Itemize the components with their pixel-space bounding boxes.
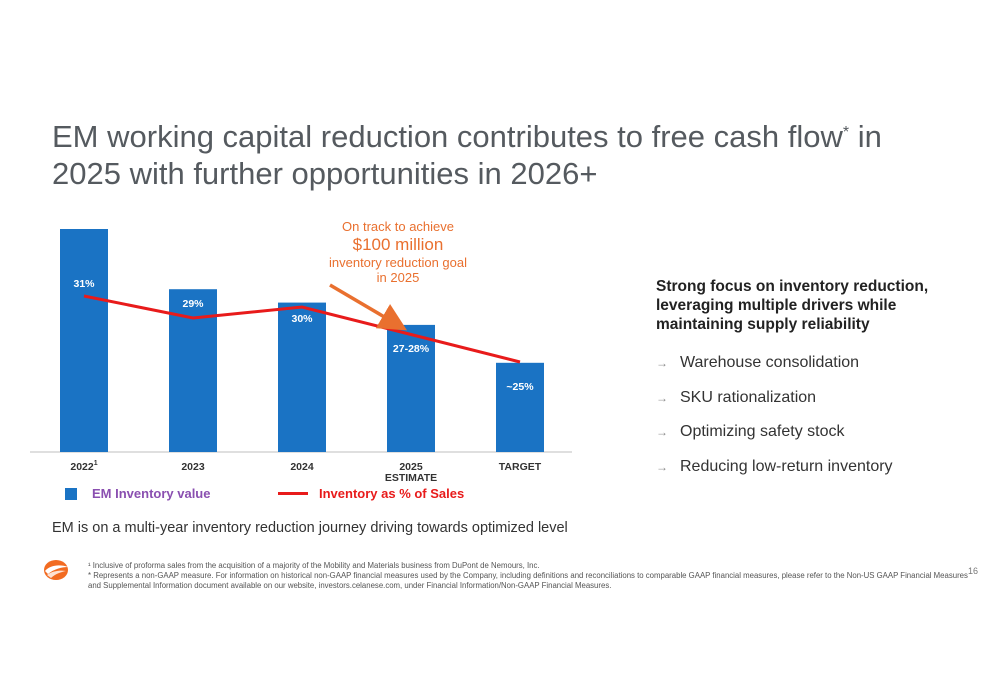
bar-inventory-value [60, 229, 108, 452]
callout-line-1: On track to achieve [342, 219, 454, 234]
driver-label: SKU rationalization [680, 388, 817, 406]
footnotes: ¹ Inclusive of proforma sales from the a… [88, 561, 968, 591]
inventory-pct-line [83, 294, 521, 364]
legend-bar-swatch [65, 487, 77, 500]
pct-data-label: 29% [182, 298, 204, 310]
bar-inventory-value [387, 324, 435, 452]
driver-label: Warehouse consolidation [680, 354, 860, 372]
bar-inventory-value [496, 362, 544, 452]
arrow-right-icon: → [656, 390, 668, 405]
driver-label: Optimizing safety stock [680, 423, 845, 441]
driver-item: → Warehouse consolidation [656, 346, 976, 381]
x-tick-label: TARGET [499, 461, 542, 473]
legend-line-swatch [278, 492, 308, 495]
x-tick-label: 2023 [181, 461, 205, 473]
company-logo-icon [44, 560, 68, 580]
driver-label: Reducing low-return inventory [680, 457, 893, 475]
x-tick-label: 2025 [399, 461, 423, 473]
drivers-panel: Strong focus on inventory reduction, lev… [656, 277, 976, 484]
pct-data-label: ~25% [506, 381, 534, 393]
callout-line-4: in 2025 [376, 270, 420, 285]
arrow-right-icon: → [656, 459, 668, 474]
arrow-right-icon: → [656, 356, 668, 371]
x-tick-label: 2024 [290, 461, 314, 473]
driver-item: → Reducing low-return inventory [656, 450, 976, 485]
legend-inventory-pct: Inventory as % of Sales [278, 486, 464, 501]
legend-line-label: Inventory as % of Sales [319, 486, 465, 501]
footnote-1: ¹ Inclusive of proforma sales from the a… [88, 561, 540, 570]
pct-data-label: 30% [291, 313, 313, 325]
drivers-heading: Strong focus on inventory reduction, lev… [656, 278, 929, 333]
bar-inventory-value [278, 302, 326, 452]
page-number: 16 [968, 566, 979, 576]
pct-data-label: 27-28% [393, 343, 430, 355]
callout-line-3: inventory reduction goal [328, 255, 468, 270]
driver-item: → Optimizing safety stock [656, 415, 976, 450]
callout-amount: $100 million [352, 235, 444, 254]
footnote-2: * Represents a non-GAAP measure. For inf… [88, 571, 968, 590]
x-tick-label-line2: ESTIMATE [385, 472, 437, 484]
x-tick-label: 20221 [70, 460, 97, 473]
page-title: EM working capital reduction contributes… [52, 119, 882, 191]
legend-inventory-value: EM Inventory value [65, 486, 210, 501]
legend-bar-label: EM Inventory value [92, 486, 211, 501]
pct-data-label: 31% [73, 278, 95, 290]
callout-arrow [329, 283, 408, 331]
driver-item: → SKU rationalization [656, 381, 976, 416]
arrow-right-icon: → [656, 425, 668, 440]
summary-text: EM is on a multi-year inventory reductio… [52, 520, 568, 536]
